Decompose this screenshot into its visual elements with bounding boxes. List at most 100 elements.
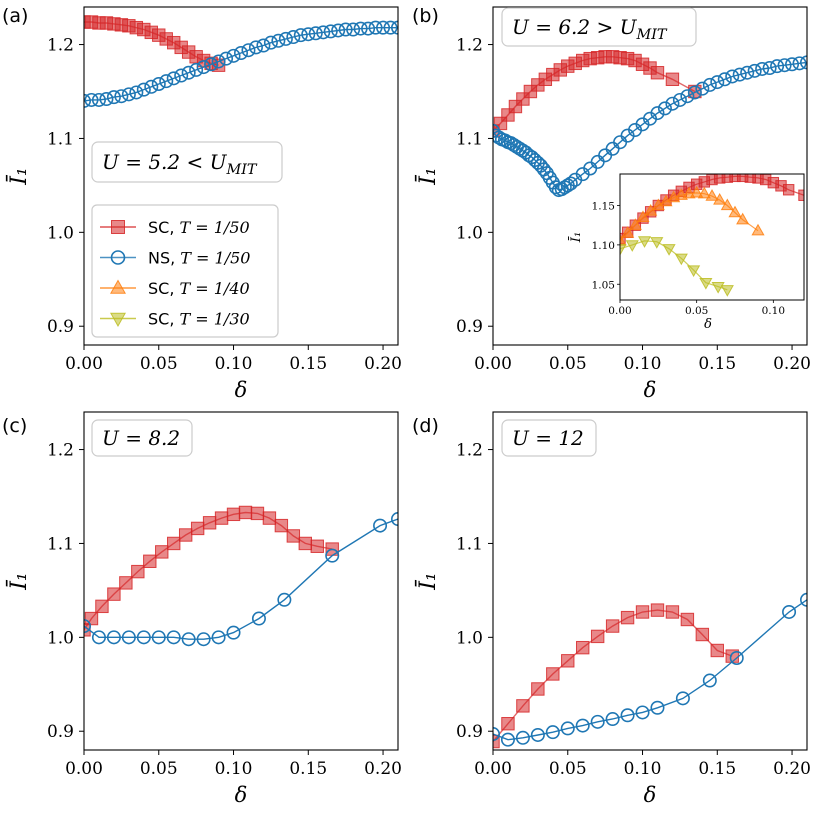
- series-line: [84, 27, 398, 102]
- panel-b: 0.00 0.05 0.10 0.15 0.20 0.9 1.0 1.1 1.2 δ Ī₁ (b) U …: [412, 5, 811, 402]
- data-point: [792, 56, 807, 71]
- inset-data-point: [625, 240, 639, 252]
- y-tick-label: 1.1: [47, 534, 74, 554]
- data-point: [256, 38, 271, 53]
- x-tick-label: 0.05: [549, 354, 587, 374]
- y-tick-label: 1.0: [47, 628, 74, 648]
- data-point: [211, 54, 226, 69]
- data-point: [155, 545, 169, 559]
- data-point: [189, 62, 204, 77]
- data-point: [605, 712, 620, 727]
- data-point: [119, 576, 133, 590]
- inset: 0.00 0.05 0.10 1.05 1.10 1.15 δ Ī₁: [568, 173, 805, 332]
- inset-data-point: [705, 189, 719, 201]
- x-tick-label: 0.05: [140, 759, 178, 779]
- panel-c: 0.00 0.05 0.10 0.15 0.20 0.9 1.0 1.1 1.2 δ Ī₁ (c) U …: [2, 411, 402, 807]
- data-point: [106, 630, 121, 645]
- data-point: [310, 539, 324, 553]
- x-tick-label: 0.20: [773, 354, 811, 374]
- inset-data-point: [720, 285, 734, 297]
- y-tick-label: 1.0: [47, 223, 74, 243]
- data-point: [323, 24, 338, 39]
- x-tick-label: 0.15: [289, 354, 327, 374]
- x-tick-label: 0.20: [364, 759, 402, 779]
- data-point: [219, 51, 234, 66]
- data-point: [226, 625, 241, 640]
- data-point: [131, 564, 145, 579]
- inset-x-axis-label: δ: [704, 317, 712, 332]
- data-point: [680, 89, 695, 104]
- data-point: [121, 630, 136, 645]
- data-point: [361, 21, 376, 36]
- x-tick-label: 0.15: [698, 354, 736, 374]
- y-tick-label: 1.2: [456, 441, 483, 461]
- data-point: [159, 74, 174, 89]
- data-point: [590, 714, 605, 729]
- data-point: [368, 20, 383, 35]
- panel-label: (d): [412, 415, 439, 437]
- x-tick-label: 0.00: [474, 759, 512, 779]
- data-point: [277, 592, 292, 607]
- legend-label: SC, T = 1/30: [148, 310, 250, 329]
- x-tick-label: 0.15: [698, 759, 736, 779]
- data-point: [530, 727, 545, 742]
- data-point: [376, 20, 391, 35]
- data-point: [702, 673, 717, 688]
- data-point: [635, 605, 650, 619]
- inset-series-line: [620, 240, 728, 291]
- annotation-text: U = 6.2 > UMIT: [512, 15, 668, 43]
- data-point: [301, 27, 316, 42]
- inset-y-axis-label: Ī₁: [568, 232, 584, 243]
- y-tick-label: 0.9: [456, 317, 483, 337]
- y-tick-label: 1.2: [47, 441, 74, 461]
- data-point: [325, 548, 340, 563]
- data-point: [732, 67, 747, 82]
- data-point: [665, 96, 680, 111]
- inset-data-point: [782, 184, 795, 196]
- x-tick-label: 0.10: [624, 759, 662, 779]
- annotation-box: [91, 419, 193, 457]
- annotation-text: U = 5.2 < UMIT: [102, 150, 258, 178]
- series-line: [493, 599, 807, 741]
- data-point: [501, 717, 515, 731]
- data-point: [650, 700, 665, 715]
- inset-data-point: [620, 244, 627, 256]
- data-point: [107, 587, 121, 601]
- x-axis-label: δ: [235, 378, 248, 402]
- data-point: [181, 632, 196, 647]
- inset-data-point: [650, 237, 664, 249]
- annotation-box: [501, 7, 697, 47]
- data-point: [710, 75, 725, 90]
- data-point: [166, 630, 181, 645]
- data-point: [234, 46, 249, 61]
- x-axis-label: δ: [235, 783, 248, 807]
- x-tick-label: 0.10: [215, 759, 253, 779]
- y-tick-label: 0.9: [47, 722, 74, 742]
- data-point: [620, 708, 635, 723]
- inset-x-tick-label: 0.05: [685, 305, 708, 317]
- data-point: [91, 92, 106, 107]
- data-point: [143, 554, 157, 568]
- data-point: [782, 604, 797, 619]
- data-point: [785, 57, 800, 72]
- legend-label-temperature: T = 1/50: [180, 218, 250, 237]
- axes-frame: [83, 411, 399, 751]
- data-point: [531, 682, 545, 696]
- data-point: [650, 106, 665, 121]
- data-point: [196, 632, 211, 647]
- annotation-text: U = 12: [512, 426, 584, 450]
- data-point: [136, 82, 151, 97]
- inset-data-point: [736, 212, 750, 225]
- x-tick-label: 0.15: [289, 759, 327, 779]
- inset-data-point: [687, 265, 701, 278]
- inset-data-point: [621, 226, 635, 238]
- panel-label: (a): [2, 5, 28, 27]
- legend-label-series: SC,: [148, 218, 180, 237]
- x-tick-label: 0.20: [364, 354, 402, 374]
- data-point: [251, 611, 266, 626]
- data-point: [560, 721, 575, 736]
- legend-label: NS, T = 1/50: [148, 249, 250, 268]
- annotation-main: U = 8.2: [102, 426, 180, 450]
- legend-label-temperature: T = 1/50: [180, 249, 250, 268]
- inset-x-tick-label: 0.00: [608, 305, 631, 317]
